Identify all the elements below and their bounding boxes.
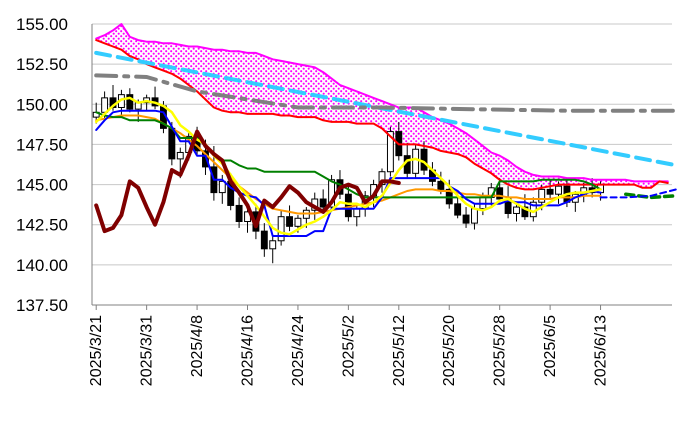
candle-body: [260, 230, 268, 250]
y-tick-label: 137.50: [16, 296, 68, 315]
ma-short-line: [94, 96, 602, 236]
candle-body: [420, 148, 428, 171]
candle-body: [294, 217, 302, 227]
axes: 155.00 152.50 150.00 147.50 145.00 142.50 140.…: [16, 15, 672, 386]
candle-body: [538, 188, 546, 203]
y-tick-label: 150.00: [16, 95, 68, 114]
candle-body: [496, 187, 504, 200]
candle-body: [126, 94, 134, 110]
candle-body: [286, 216, 293, 227]
base-line: [95, 111, 602, 199]
y-tick-label: 155.00: [16, 15, 68, 34]
x-tick-label: 2025/3/21: [88, 315, 105, 386]
candle-body: [344, 193, 352, 218]
candle-body: [437, 180, 445, 190]
candle-body: [462, 214, 470, 224]
candle-body: [277, 216, 285, 242]
candle-body: [269, 240, 277, 250]
x-tick-label: 2025/6/5: [542, 315, 559, 377]
y-tick-label: 140.00: [16, 256, 68, 275]
candle-body: [555, 185, 562, 195]
candle-body: [471, 208, 478, 224]
candle-body: [202, 150, 209, 168]
candle-body: [235, 204, 243, 223]
x-tick-label: 2025/5/2: [340, 315, 357, 377]
indicator-lines: [94, 23, 678, 237]
candle-body: [176, 151, 184, 160]
lagging-span-line: [94, 129, 401, 234]
forward-blue-line: [599, 188, 678, 199]
x-tick-label: 2025/6/13: [593, 315, 610, 386]
candle-body: [513, 206, 520, 214]
trend-long-line: [94, 73, 678, 113]
candle-body: [101, 97, 109, 113]
candle-body: [353, 208, 361, 218]
candle-body: [521, 206, 529, 218]
y-tick-label: 147.50: [16, 135, 68, 154]
x-tick-label: 2025/5/28: [492, 315, 509, 386]
candle-body: [319, 198, 327, 208]
y-tick-label: 145.00: [16, 176, 68, 195]
span-a-line: [95, 23, 669, 183]
candle-body: [454, 203, 462, 216]
x-tick-label: 2025/4/24: [290, 315, 307, 386]
ma-long-line: [95, 114, 602, 215]
candle-body: [386, 131, 394, 173]
span-b-line: [95, 39, 669, 191]
x-tick-label: 2025/4/8: [189, 315, 206, 377]
candle-body: [218, 180, 226, 194]
x-tick-label: 2025/5/20: [441, 315, 458, 386]
conversion-line: [95, 109, 602, 237]
x-tick-label: 2025/4/16: [240, 315, 257, 386]
y-tick-label: 152.50: [16, 55, 68, 74]
candle-body: [412, 148, 420, 174]
candle-body: [546, 188, 554, 195]
y-tick-label: 142.50: [16, 216, 68, 235]
forward-green-line: [624, 192, 678, 200]
candle-body: [168, 127, 176, 160]
x-tick-label: 2025/3/31: [139, 315, 156, 386]
x-tick-label: 2025/5/12: [391, 315, 408, 386]
